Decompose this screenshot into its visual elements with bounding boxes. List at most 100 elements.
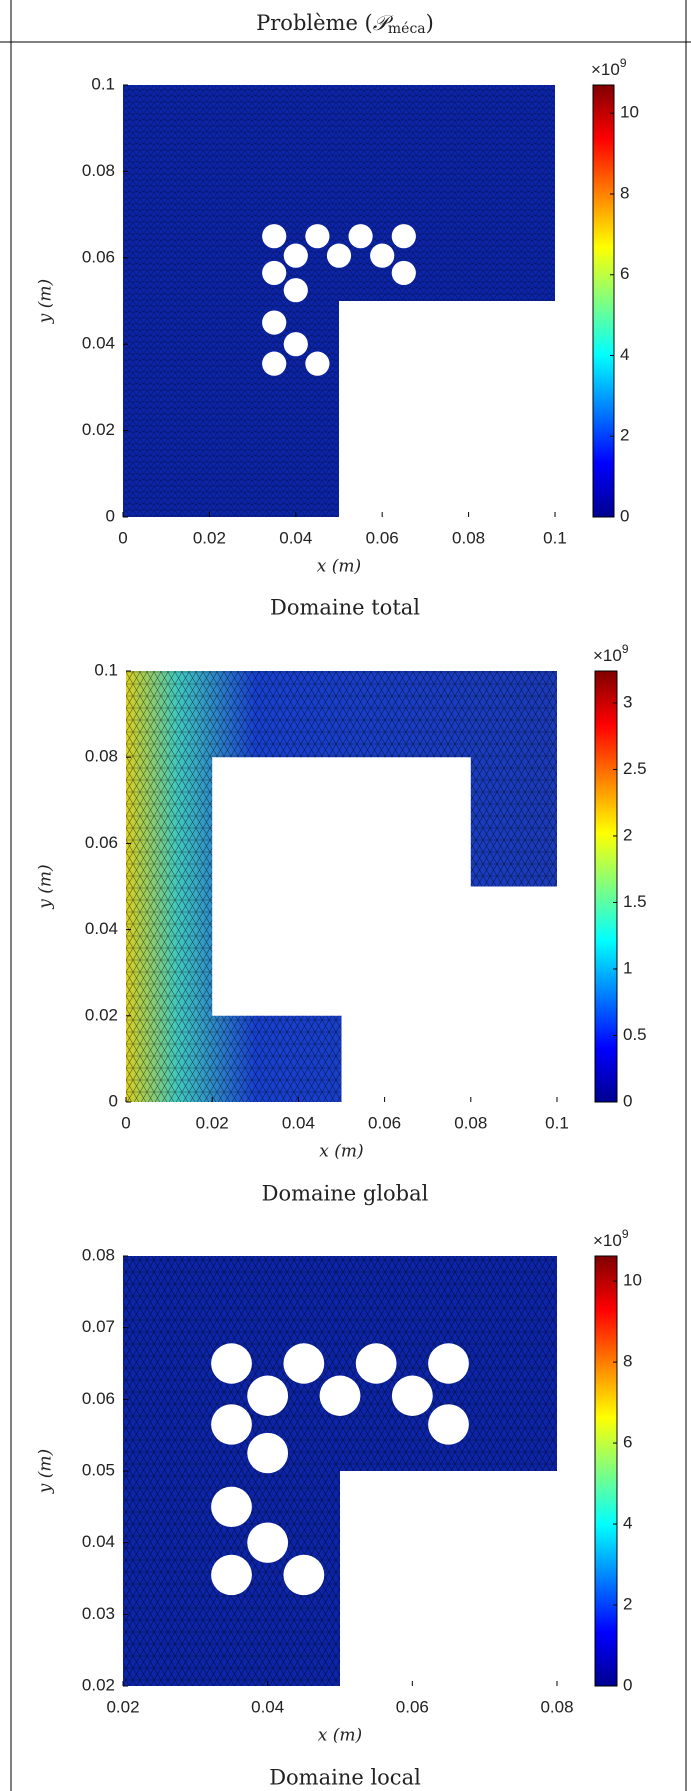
colorbar-tick-label: 0 — [623, 1675, 632, 1694]
y-tick-label: 0.08 — [85, 747, 118, 766]
hole — [211, 1486, 252, 1528]
y-tick-label: 0.04 — [82, 334, 115, 353]
colorbar-multiplier: ×109 — [591, 56, 627, 79]
x-tick-label: 0.1 — [545, 1113, 569, 1132]
hole — [370, 243, 395, 268]
hole — [262, 351, 287, 376]
y-tick-label: 0.06 — [82, 1389, 115, 1408]
y-tick-label: 0.03 — [82, 1604, 115, 1623]
hole — [283, 278, 308, 303]
hole — [348, 224, 373, 249]
hole — [283, 1554, 325, 1596]
hole — [428, 1404, 469, 1445]
y-axis-label: y (m) — [36, 279, 56, 324]
x-tick-label: 0.06 — [368, 1113, 401, 1132]
hole — [391, 1375, 433, 1416]
x-tick-label: 0 — [118, 528, 127, 547]
hole — [283, 332, 308, 357]
hole — [428, 1343, 469, 1384]
colorbar-multiplier-base: ×10 — [591, 60, 620, 79]
x-tick-label: 0.04 — [279, 528, 312, 547]
colorbar — [592, 84, 615, 518]
hole — [283, 1343, 325, 1384]
y-tick-label: 0.1 — [91, 74, 115, 93]
y-tick-label: 0.02 — [85, 1005, 118, 1024]
hole — [326, 243, 352, 268]
hole — [355, 1343, 397, 1384]
x-tick-label: 0.06 — [396, 1697, 429, 1716]
y-tick-label: 0 — [109, 1091, 118, 1110]
hole — [305, 224, 330, 249]
colorbar-exponent: 9 — [620, 56, 627, 70]
x-tick-label: 0.06 — [366, 528, 399, 547]
y-tick-label: 0.08 — [82, 161, 115, 180]
hole — [391, 260, 416, 286]
y-axis-label: y (m) — [36, 1449, 56, 1494]
x-tick-label: 0.02 — [193, 528, 226, 547]
x-tick-label: 0.02 — [196, 1113, 229, 1132]
colorbar-tick-label: 1.5 — [623, 892, 647, 911]
colorbar-tick-label: 2 — [620, 426, 629, 445]
x-axis-label: x (m) — [318, 1726, 362, 1746]
hole — [211, 1404, 252, 1445]
y-tick-label: 0.1 — [94, 660, 118, 679]
x-tick-label: 0.04 — [251, 1697, 284, 1716]
y-tick-label: 0 — [106, 506, 115, 525]
colorbar-tick-label: 2 — [623, 825, 632, 844]
hole — [247, 1432, 289, 1474]
mesh-lines — [123, 85, 555, 517]
y-axis-label: y (m) — [36, 864, 56, 909]
hole — [262, 224, 287, 249]
x-tick-label: 0.08 — [540, 1697, 573, 1716]
hole — [319, 1375, 361, 1416]
x-axis-label: x (m) — [317, 557, 361, 577]
colorbar-exponent: 9 — [622, 642, 629, 656]
colorbar — [594, 670, 618, 1103]
x-tick-label: 0.02 — [106, 1697, 139, 1716]
caption: Domaine local — [269, 1766, 421, 1790]
y-tick-label: 0.04 — [85, 919, 118, 938]
colorbar-tick-label: 1 — [623, 958, 632, 977]
colorbar-tick-label: 0.5 — [623, 1025, 647, 1044]
y-tick-label: 0.06 — [85, 833, 118, 852]
colorbar-tick-label: 6 — [623, 1433, 632, 1452]
colorbar-tick-label: 3 — [623, 692, 632, 711]
colorbar-tick-label: 0 — [620, 506, 629, 525]
x-tick-label: 0 — [121, 1113, 130, 1132]
colorbar-tick-label: 10 — [620, 103, 639, 122]
colorbar-tick-label: 8 — [623, 1352, 632, 1371]
colorbar-exponent: 9 — [622, 1227, 629, 1241]
colorbar-tick-label: 4 — [620, 345, 629, 364]
y-tick-label: 0.02 — [82, 1675, 115, 1694]
mesh-lines — [123, 1256, 557, 1686]
y-tick-label: 0.07 — [82, 1317, 115, 1336]
hole — [247, 1522, 289, 1563]
y-tick-label: 0.08 — [82, 1245, 115, 1264]
colorbar-tick-label: 2.5 — [623, 759, 647, 778]
colorbar-tick-label: 2 — [623, 1595, 632, 1614]
colorbar-tick-label: 6 — [620, 264, 629, 283]
y-tick-label: 0.06 — [82, 247, 115, 266]
colorbar — [594, 1255, 618, 1687]
colorbar-tick-label: 0 — [623, 1091, 632, 1110]
y-tick-label: 0.05 — [82, 1460, 115, 1479]
colorbar-multiplier-base: ×10 — [593, 1231, 622, 1250]
caption: Domaine global — [262, 1182, 429, 1206]
colorbar-multiplier: ×109 — [593, 1227, 629, 1250]
y-tick-label: 0.02 — [82, 420, 115, 439]
x-tick-label: 0.08 — [452, 528, 485, 547]
x-tick-label: 0.04 — [282, 1113, 315, 1132]
hole — [305, 351, 330, 376]
hole — [283, 243, 308, 268]
colorbar-tick-label: 4 — [623, 1514, 632, 1533]
mesh-lines — [126, 671, 557, 1102]
hole — [262, 260, 287, 286]
colorbar-multiplier: ×109 — [593, 642, 629, 665]
x-tick-label: 0.08 — [454, 1113, 487, 1132]
colorbar-tick-label: 10 — [623, 1271, 642, 1290]
colorbar-multiplier-base: ×10 — [593, 646, 622, 665]
hole — [247, 1375, 289, 1416]
y-tick-label: 0.04 — [82, 1532, 115, 1551]
x-axis-label: x (m) — [319, 1142, 363, 1162]
